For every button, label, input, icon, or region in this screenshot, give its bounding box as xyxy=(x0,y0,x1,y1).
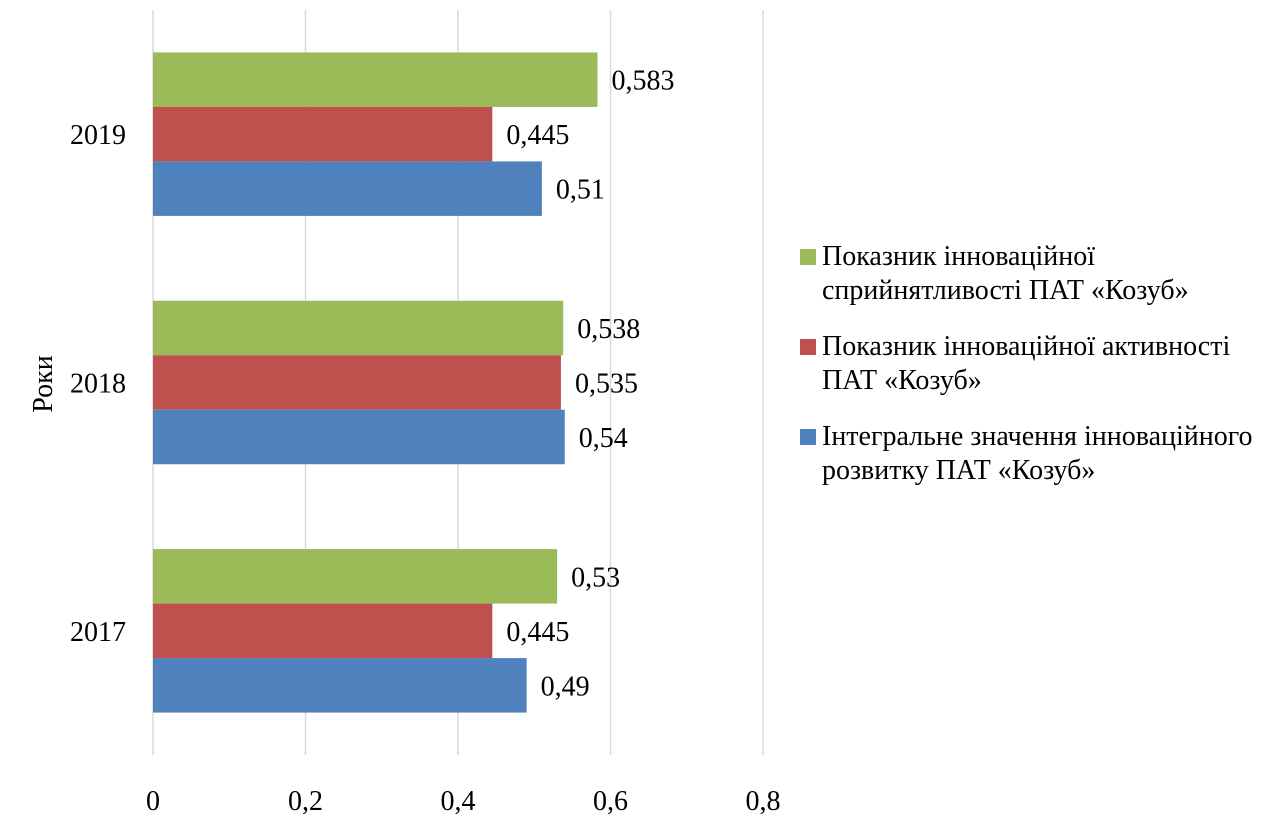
legend-swatch xyxy=(800,249,816,265)
bar-value-label: 0,53 xyxy=(571,562,620,593)
legend-item-receptivity: Показник інноваційної сприйнятливості ПА… xyxy=(800,240,1260,308)
legend-swatch xyxy=(800,429,816,445)
bar xyxy=(153,300,564,356)
category-labels: 2017 2018 2019 xyxy=(70,120,126,648)
bar xyxy=(153,603,493,659)
bar xyxy=(153,106,493,162)
category-label: 2017 xyxy=(70,617,126,648)
bar xyxy=(153,161,542,216)
legend-label: Інтегральне значення інноваційного розви… xyxy=(822,421,1253,486)
x-tick-label: 0,2 xyxy=(288,786,323,814)
legend: Показник інноваційної сприйнятливості ПА… xyxy=(800,240,1260,510)
bar-value-label: 0,445 xyxy=(506,617,569,648)
bar xyxy=(153,355,561,410)
x-tick-label: 0 xyxy=(146,786,160,814)
legend-label: Показник інноваційної активності ПАТ «Ко… xyxy=(822,331,1231,396)
legend-item-activity: Показник інноваційної активності ПАТ «Ко… xyxy=(800,330,1260,398)
bar-value-label: 0,54 xyxy=(579,423,628,454)
legend-item-integral: Інтегральне значення інноваційного розви… xyxy=(800,420,1260,488)
bar-value-label: 0,51 xyxy=(556,175,605,206)
x-tick-label: 0,4 xyxy=(441,786,476,814)
category-label: 2019 xyxy=(70,120,126,151)
legend-swatch xyxy=(800,339,816,355)
bar xyxy=(153,52,598,107)
y-axis-title: Роки xyxy=(28,355,59,412)
bar-value-label: 0,583 xyxy=(612,66,675,97)
bar-value-label: 0,445 xyxy=(506,120,569,151)
category-label: 2018 xyxy=(70,369,126,400)
data-labels: 0,530,4450,490,5380,5350,540,5830,4450,5… xyxy=(506,66,674,703)
legend-label: Показник інноваційної сприйнятливості ПА… xyxy=(822,241,1189,306)
bars xyxy=(153,52,598,713)
x-axis-tick-labels: 0 0,2 0,4 0,6 0,8 xyxy=(146,786,781,814)
x-tick-label: 0,8 xyxy=(746,786,781,814)
bar xyxy=(153,549,558,604)
bar-value-label: 0,538 xyxy=(577,314,640,345)
bar-value-label: 0,49 xyxy=(541,671,590,702)
bar-value-label: 0,535 xyxy=(575,369,638,400)
bar xyxy=(153,409,565,465)
x-tick-label: 0,6 xyxy=(593,786,628,814)
bar xyxy=(153,658,527,713)
